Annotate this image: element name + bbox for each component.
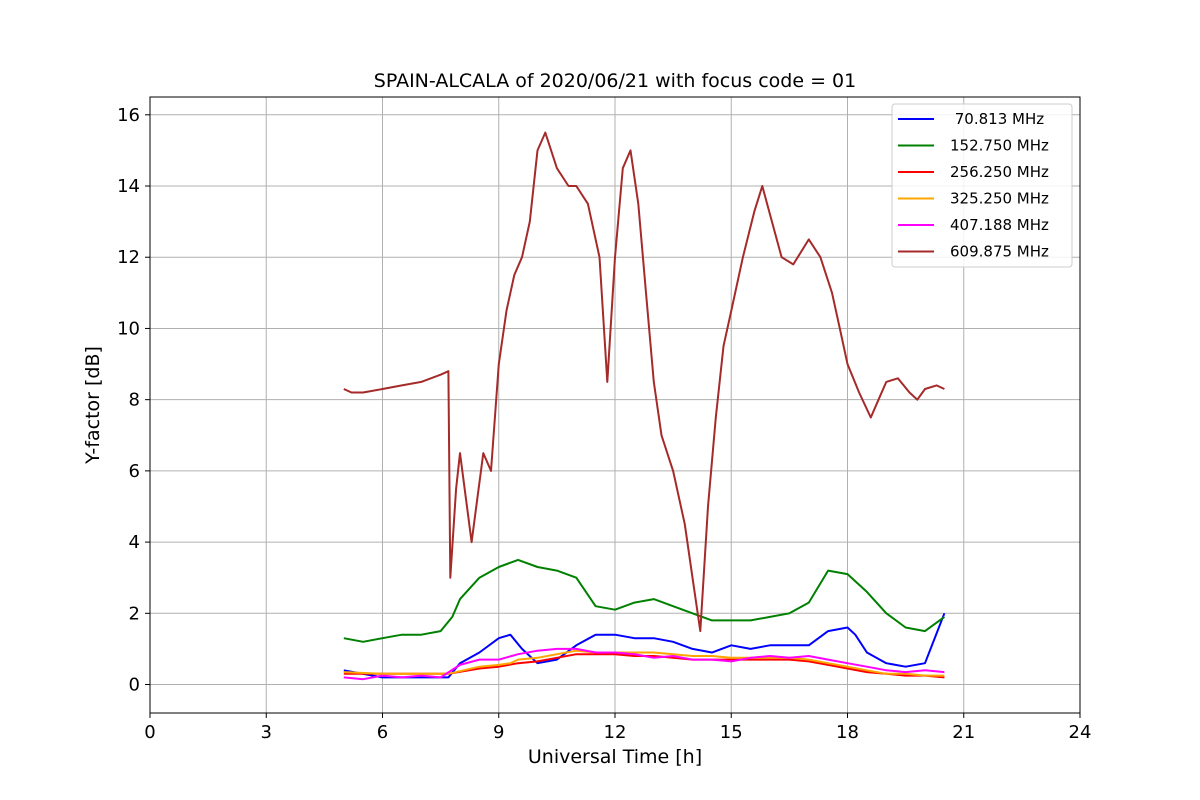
legend-items: 70.813 MHz 152.750 MHz 256.250 MHz 325.250 …	[898, 110, 1049, 261]
grid-lines	[149, 97, 1081, 713]
x-tick-label: 0	[144, 722, 155, 743]
y-tick-label: 16	[117, 105, 140, 126]
legend-label: 256.250 MHz	[950, 163, 1049, 181]
y-tick-label: 2	[129, 603, 140, 624]
series-line-0	[343, 612, 946, 679]
legend-box	[891, 103, 1073, 268]
y-tick-label: 8	[129, 390, 140, 411]
series-line-2	[343, 653, 945, 679]
series-lines	[343, 131, 946, 681]
legend-label: 152.750 MHz	[950, 137, 1049, 155]
legend-label: 407.188 MHz	[950, 216, 1049, 234]
y-tick-label: 4	[129, 532, 140, 553]
legend-label: 70.813 MHz	[950, 110, 1044, 128]
y-axis-title: Y-factor [dB]	[82, 346, 104, 465]
x-axis-ticks: 0 3 6 9 12 15 18 21 24	[144, 713, 1091, 743]
y-tick-label: 10	[117, 318, 140, 339]
series-line-5	[343, 131, 945, 633]
legend-label: 609.875 MHz	[950, 243, 1049, 261]
x-tick-label: 12	[604, 722, 627, 743]
y-tick-label: 6	[129, 461, 140, 482]
x-tick-label: 21	[952, 722, 975, 743]
x-tick-label: 9	[493, 722, 504, 743]
chart-title: SPAIN-ALCALA of 2020/06/21 with focus co…	[374, 70, 856, 92]
series-line-1	[343, 558, 945, 643]
series-line-4	[343, 647, 945, 681]
y-tick-label: 12	[117, 247, 140, 268]
legend: 70.813 MHz 152.750 MHz 256.250 MHz 325.250 …	[891, 103, 1073, 268]
y-tick-label: 0	[129, 675, 140, 696]
series-line-3	[343, 649, 945, 677]
y-tick-label: 14	[117, 176, 140, 197]
x-axis-title: Universal Time [h]	[528, 746, 702, 768]
x-tick-label: 6	[377, 722, 388, 743]
x-tick-label: 18	[836, 722, 859, 743]
x-tick-label: 15	[720, 722, 743, 743]
legend-label: 325.250 MHz	[950, 190, 1049, 208]
y-axis-ticks: 0 2 4 6 8 10 12 14 16	[117, 105, 150, 696]
x-tick-label: 24	[1069, 722, 1092, 743]
x-tick-label: 3	[261, 722, 272, 743]
